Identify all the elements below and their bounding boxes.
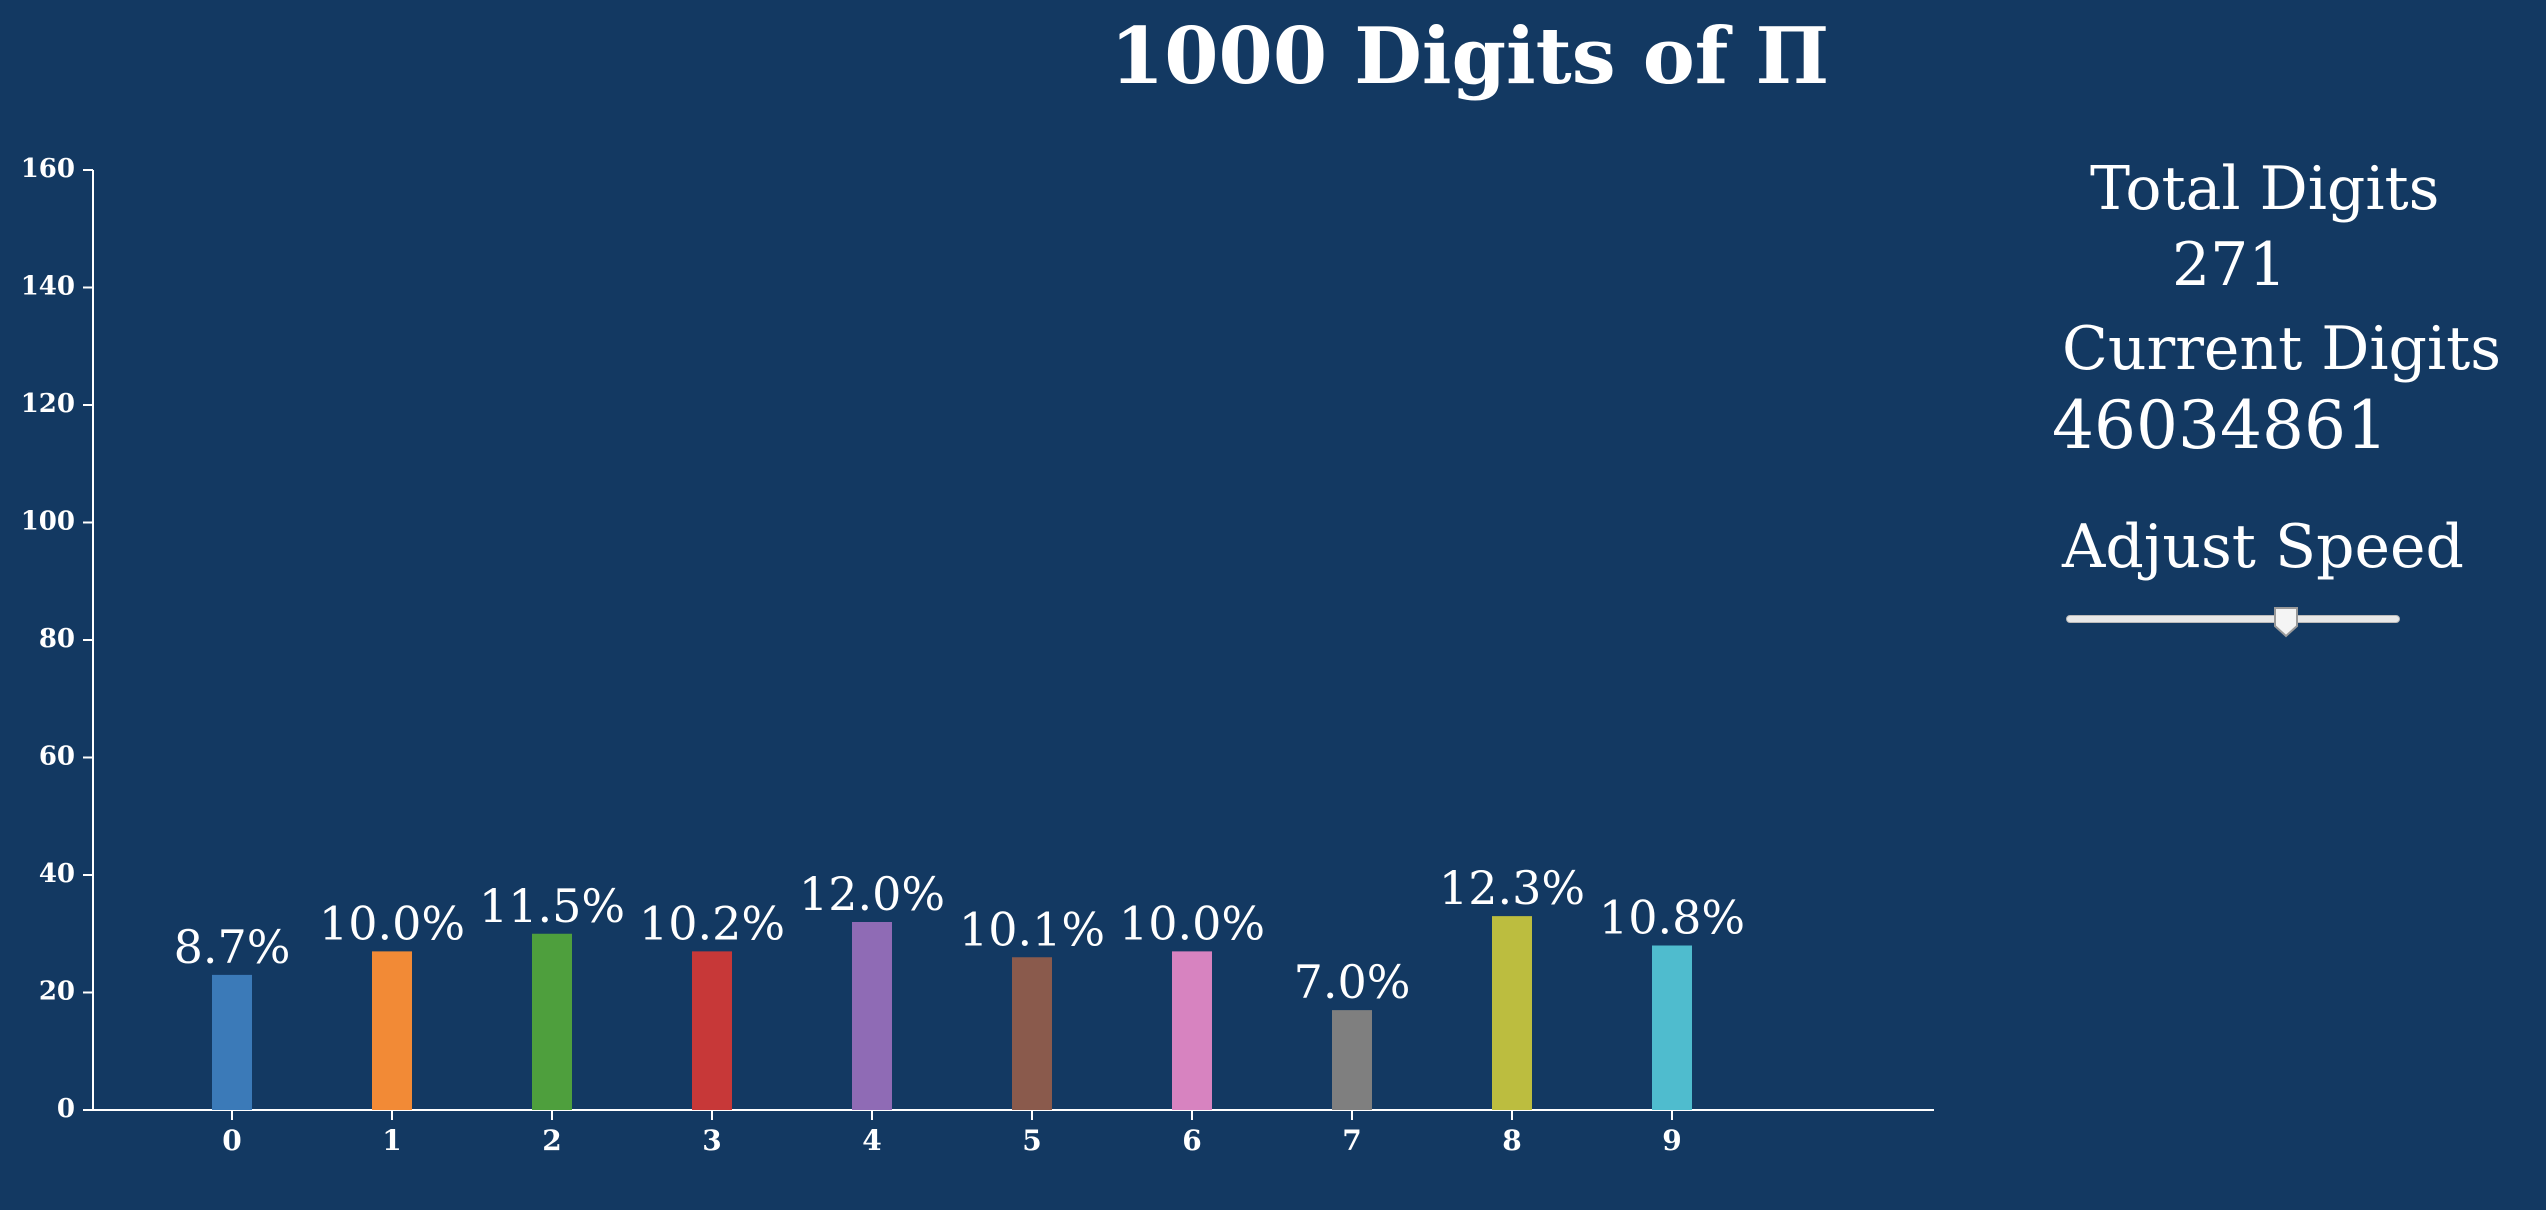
bar-value-label: 10.0% [1119, 896, 1265, 950]
bar-digit-9 [1652, 945, 1692, 1110]
y-tick-label: 120 [21, 389, 75, 419]
bar-digit-2 [532, 933, 572, 1110]
current-digits-value: 46034861 [2052, 387, 2388, 464]
adjust-speed-label: Adjust Speed [2062, 512, 2464, 582]
digit-frequency-chart: 0 20 40 60 80 100 120 140 160 8.7% 0 10.0% 1 11.5% 2 10… [21, 154, 1934, 1157]
bar-digit-5 [1012, 957, 1052, 1110]
x-tick-label: 0 [222, 1124, 241, 1157]
x-tick-label: 8 [1502, 1124, 1521, 1157]
y-tick-label: 40 [39, 859, 75, 889]
bar-digit-1 [372, 951, 412, 1110]
total-digits-label: Total Digits [2090, 154, 2440, 224]
bar-value-label: 12.3% [1439, 861, 1585, 915]
bar-digit-0 [212, 974, 252, 1110]
bar-value-label: 11.5% [479, 879, 625, 933]
y-tick-label: 80 [39, 624, 75, 654]
speed-slider[interactable] [2066, 607, 2400, 638]
y-tick-label: 0 [57, 1094, 75, 1124]
x-tick-label: 2 [542, 1124, 561, 1157]
page-title: 1000 Digits of Π [1110, 11, 1830, 102]
bar-value-label: 10.8% [1599, 891, 1745, 945]
y-tick-label: 160 [21, 154, 75, 184]
y-tick-label: 60 [39, 742, 75, 772]
bar-value-label: 10.2% [639, 896, 785, 950]
x-tick-label: 5 [1022, 1124, 1041, 1157]
total-digits-value: 271 [2172, 230, 2287, 300]
x-tick-label: 3 [702, 1124, 721, 1157]
x-tick-label: 7 [1342, 1124, 1361, 1157]
current-digits-label: Current Digits [2062, 314, 2502, 384]
bar-value-label: 10.1% [959, 902, 1105, 956]
y-tick-label: 140 [21, 272, 75, 302]
bar-value-label: 10.0% [319, 896, 465, 950]
bar-value-label: 8.7% [174, 920, 291, 974]
x-tick-label: 9 [1662, 1124, 1681, 1157]
bar-digit-7 [1332, 1010, 1372, 1110]
bar-digit-6 [1172, 951, 1212, 1110]
x-tick-label: 6 [1182, 1124, 1201, 1157]
y-tick-label: 20 [39, 977, 75, 1007]
y-tick-label: 100 [21, 507, 75, 537]
speed-slider-thumb[interactable] [2273, 606, 2299, 638]
bar-digit-3 [692, 951, 732, 1110]
bar-digit-8 [1492, 916, 1532, 1110]
bar-value-label: 7.0% [1294, 955, 1411, 1009]
x-tick-label: 4 [862, 1124, 881, 1157]
bar-digit-4 [852, 922, 892, 1110]
bar-value-label: 12.0% [799, 867, 945, 921]
speed-slider-track[interactable] [2066, 615, 2400, 623]
x-tick-label: 1 [382, 1124, 401, 1157]
